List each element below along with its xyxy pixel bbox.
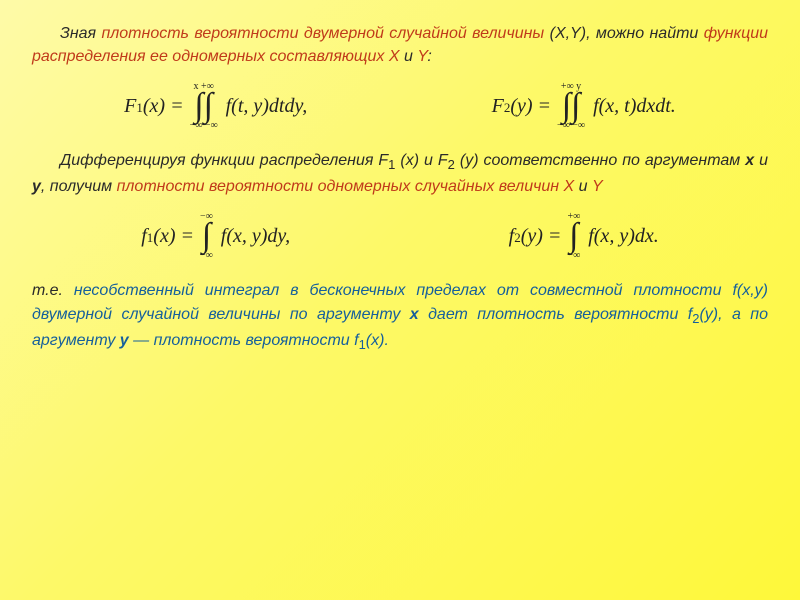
p1-mid3: и	[400, 48, 418, 65]
p3-hl3: — плотность вероятности f	[129, 332, 359, 349]
f2a-lhs: f1(x) =	[141, 225, 194, 248]
f2b-integral: +∞ ∫ −∞	[567, 212, 580, 261]
p1-hl1: плотность вероятности двумерной случайно…	[101, 25, 544, 42]
f1b-lo: −∞ −∞	[557, 121, 585, 131]
formula-1b: F2(y) = +∞ y ∫∫ −∞ −∞ f(x, t)dxdt.	[492, 82, 676, 131]
f1a-sym: ∫∫	[194, 92, 213, 121]
p2-f2: F	[438, 152, 448, 169]
f2a-sym: ∫	[202, 222, 211, 251]
f1a-lhs: F1(x) =	[124, 95, 183, 118]
p2-mid4: , получим	[41, 178, 117, 195]
f2b-arg: (y) =	[521, 225, 562, 248]
f1b-integrand: f(x, t)dxdt.	[593, 95, 676, 118]
p3-bx: х	[410, 306, 419, 323]
f2b-lhs: f2(y) =	[509, 225, 562, 248]
p2-by: у	[32, 178, 41, 195]
p1-hl3: Y	[417, 48, 427, 65]
p2-mid3: и	[754, 152, 768, 169]
p1-mid2: ), можно найти	[581, 25, 704, 42]
p2-pre: Дифференцируя функции распределения	[60, 152, 378, 169]
p3-hl3b: (x).	[366, 332, 389, 349]
p2-f2arg: (y)	[455, 152, 479, 169]
p2-f1: F	[378, 152, 388, 169]
paragraph-3: т.е. несобственный интеграл в бесконечны…	[32, 279, 768, 354]
f1b-lhs: F2(y) =	[492, 95, 551, 118]
f2a-lo: −∞	[200, 251, 213, 261]
formula-row-1: F1(x) = x +∞ ∫∫ −∞ −∞ f(t, y)dtdy, F2(y)…	[32, 82, 768, 131]
f2b-integrand: f(x, y)dx.	[588, 225, 659, 248]
p2-mid1: и	[419, 152, 438, 169]
formula-1a: F1(x) = x +∞ ∫∫ −∞ −∞ f(t, y)dtdy,	[124, 82, 307, 131]
f1a-arg: (x) =	[143, 95, 184, 118]
f2b-lo: −∞	[567, 251, 580, 261]
p3-by: у	[120, 332, 129, 349]
p2-hly: Y	[592, 178, 603, 195]
paragraph-2: Дифференцируя функции распределения F1 (…	[32, 149, 768, 198]
p1-pre: Зная	[60, 25, 101, 42]
p1-xy: X,Y	[555, 25, 581, 42]
paragraph-1: Зная плотность вероятности двумерной слу…	[32, 22, 768, 68]
formula-row-2: f1(x) = −∞ ∫ −∞ f(x, y)dy, f2(y) = +∞ ∫ …	[32, 212, 768, 261]
f2a-arg: (x) =	[153, 225, 194, 248]
f1a-integrand: f(t, y)dtdy,	[226, 95, 308, 118]
p2-f1arg: (x)	[395, 152, 419, 169]
p2-mid5: и	[574, 178, 592, 195]
formula-2b: f2(y) = +∞ ∫ −∞ f(x, y)dx.	[509, 212, 659, 261]
p2-mid2: соот­ветственно по аргументам	[479, 152, 746, 169]
p3-sub1: 1	[359, 337, 366, 352]
f1b-F: F	[492, 95, 504, 118]
f1b-sym: ∫∫	[562, 92, 581, 121]
f1a-lo: −∞ −∞	[190, 121, 218, 131]
p2-hl: плотности вероят­ности одномерных случай…	[117, 178, 575, 195]
p1-mid1: (	[544, 25, 555, 42]
f1a-integral: x +∞ ∫∫ −∞ −∞	[190, 82, 218, 131]
f2a-integral: −∞ ∫ −∞	[200, 212, 213, 261]
f1b-integral: +∞ y ∫∫ −∞ −∞	[557, 82, 585, 131]
p1-post: :	[427, 48, 431, 65]
f1a-F: F	[124, 95, 136, 118]
f2b-sym: ∫	[569, 222, 578, 251]
p3-pre: т.е.	[32, 282, 74, 299]
formula-2a: f1(x) = −∞ ∫ −∞ f(x, y)dy,	[141, 212, 290, 261]
f1b-arg: (y) =	[510, 95, 551, 118]
p3-hl2: дает плотность вероятности f	[419, 306, 693, 323]
p2-bx: х	[745, 152, 754, 169]
f2a-integrand: f(x, y)dy,	[221, 225, 290, 248]
p2-f2sub: 2	[448, 157, 455, 172]
